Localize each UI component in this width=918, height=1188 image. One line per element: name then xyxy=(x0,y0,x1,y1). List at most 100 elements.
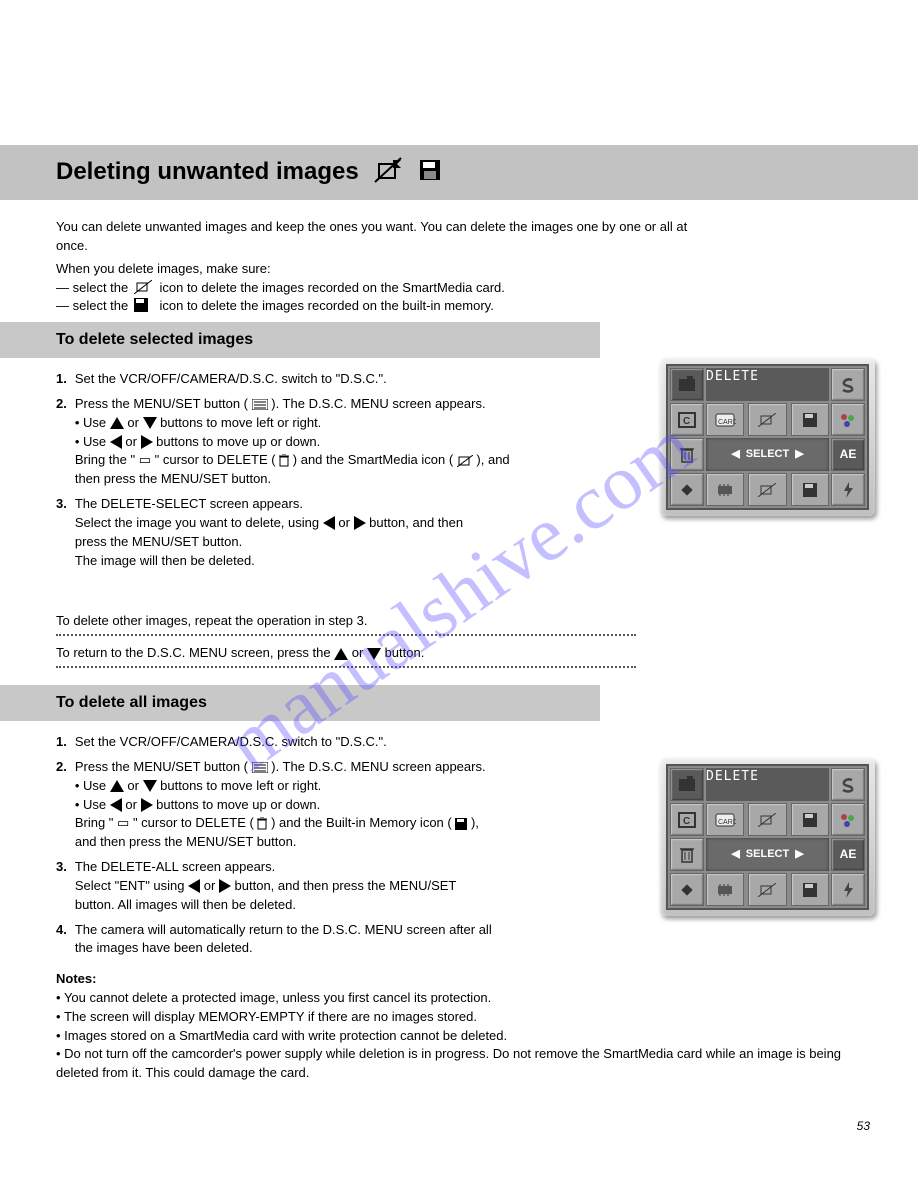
note-1: • You cannot delete a protected image, u… xyxy=(56,989,856,1008)
title-icon-floppy xyxy=(417,157,443,189)
scr-trash-icon xyxy=(670,438,704,471)
scr-floppy-icon-2 xyxy=(791,473,829,506)
scr-trash-icon xyxy=(670,838,704,871)
scr-ae-icon: AE xyxy=(831,438,865,471)
intro-line-2: once. xyxy=(56,237,856,256)
s2-step3-text: The DELETE-ALL screen appears. Select "E… xyxy=(75,858,457,915)
scr-palette-icon xyxy=(831,403,865,436)
scr-title: DELETE xyxy=(706,368,829,401)
s2-step2-num: 2. xyxy=(56,758,67,852)
scr-diamond-icon xyxy=(670,473,704,506)
step1-text: Set the VCR/OFF/CAMERA/D.S.C. switch to … xyxy=(75,370,387,389)
scr-bolt-icon xyxy=(831,473,865,506)
page-number: 53 xyxy=(857,1118,870,1135)
frame-cursor-icon: ▭ xyxy=(117,815,129,830)
s2-step4-text: The camera will automatically return to … xyxy=(75,921,492,959)
menu-icon xyxy=(252,759,268,774)
intro-line-1: You can delete unwanted images and keep … xyxy=(56,218,856,237)
section-1-heading: To delete selected images xyxy=(0,322,600,358)
lcd-screen-1: DELETE C CARD ◀SELECT▶ AE xyxy=(660,358,875,516)
scr-chip-icon xyxy=(706,873,744,906)
scr-palette-icon xyxy=(831,803,865,836)
intro-paragraph: You can delete unwanted images and keep … xyxy=(56,218,856,316)
scr-select-bar-2: ◀SELECT▶ xyxy=(706,838,829,871)
s2-step1-num: 1. xyxy=(56,733,67,752)
note-2: • The screen will display MEMORY-EMPTY i… xyxy=(56,1008,856,1027)
svg-text:C: C xyxy=(683,416,690,427)
scr-select-bar: ◀SELECT▶ xyxy=(706,438,829,471)
frame-cursor-icon: ▭ xyxy=(139,452,151,467)
step3-text: The DELETE-SELECT screen appears. Select… xyxy=(75,495,463,570)
left-arrow-icon xyxy=(188,879,200,893)
scr-floppy-icon-2 xyxy=(791,873,829,906)
left-arrow-icon xyxy=(110,435,122,449)
scr-frame-icon: C xyxy=(670,803,704,836)
scr-floppy-icon xyxy=(791,403,829,436)
intro-line-5: — select the icon to delete the images r… xyxy=(56,297,856,316)
svg-text:C: C xyxy=(683,816,690,827)
down-arrow-icon xyxy=(143,780,157,792)
scr-card-icon: CARD xyxy=(706,803,744,836)
right-arrow-icon xyxy=(141,435,153,449)
section-2-heading-text: To delete all images xyxy=(56,691,207,714)
scr-frame-icon: C xyxy=(670,403,704,436)
s2-step1-text: Set the VCR/OFF/CAMERA/D.S.C. switch to … xyxy=(75,733,387,752)
intro-line-4: — select the icon to delete the images r… xyxy=(56,279,856,298)
step2-num: 2. xyxy=(56,395,67,489)
note-3: • Images stored on a SmartMedia card wit… xyxy=(56,1027,856,1046)
dotted-line-2 xyxy=(56,666,636,668)
right-arrow-icon xyxy=(354,516,366,530)
stack-icon xyxy=(457,452,473,467)
section-2-body: 1. Set the VCR/OFF/CAMERA/D.S.C. switch … xyxy=(56,733,616,958)
left-arrow-icon xyxy=(323,516,335,530)
trash-icon xyxy=(279,452,289,467)
notes-heading: Notes: xyxy=(56,970,856,989)
notes-section: Notes: • You cannot delete a protected i… xyxy=(56,970,856,1083)
up-arrow-icon xyxy=(110,780,124,792)
step1-num: 1. xyxy=(56,370,67,389)
section-1-body: 1. Set the VCR/OFF/CAMERA/D.S.C. switch … xyxy=(56,370,616,570)
title-icon-stack xyxy=(373,156,403,190)
page-title: Deleting unwanted images xyxy=(56,155,359,190)
intro-line-3: When you delete images, make sure: xyxy=(56,260,856,279)
scr-card-icon: CARD xyxy=(706,403,744,436)
scr-title-2: DELETE xyxy=(706,768,829,801)
up-arrow-icon xyxy=(334,648,348,660)
scr-s-icon xyxy=(831,768,865,801)
scr-s-icon xyxy=(831,368,865,401)
svg-text:CARD: CARD xyxy=(718,419,736,426)
scr-camera-icon xyxy=(670,768,704,801)
scr-stack-icon-2 xyxy=(748,873,786,906)
title-bar: Deleting unwanted images xyxy=(0,145,918,200)
scr-diamond-icon xyxy=(670,873,704,906)
note-4: • Do not turn off the camcorder's power … xyxy=(56,1045,856,1083)
s2-step4-num: 4. xyxy=(56,921,67,959)
step3-num: 3. xyxy=(56,495,67,570)
scr-stack-icon xyxy=(748,403,786,436)
menu-icon xyxy=(252,396,268,411)
floppy-icon xyxy=(455,815,467,830)
floppy-icon xyxy=(134,298,148,318)
lcd-screen-2: DELETE C CARD ◀SELECT▶ AE xyxy=(660,758,875,916)
section-1-heading-text: To delete selected images xyxy=(56,328,253,351)
s2-step3-num: 3. xyxy=(56,858,67,915)
section-2-heading: To delete all images xyxy=(0,685,600,721)
right-arrow-icon xyxy=(141,798,153,812)
dotted-line-1 xyxy=(56,634,636,636)
s2-step2-text: Press the MENU/SET button ( ). The D.S.C… xyxy=(75,758,486,852)
down-arrow-icon xyxy=(143,417,157,429)
scr-bolt-icon xyxy=(831,873,865,906)
trash-icon xyxy=(257,815,267,830)
separator-1-text: To delete other images, repeat the opera… xyxy=(56,612,636,631)
separator-2-text: To return to the D.S.C. MENU screen, pre… xyxy=(56,644,636,663)
step2-text: Press the MENU/SET button ( ). The D.S.C… xyxy=(75,395,510,489)
scr-floppy-icon xyxy=(791,803,829,836)
down-arrow-icon xyxy=(367,648,381,660)
scr-ae-icon: AE xyxy=(831,838,865,871)
right-arrow-icon xyxy=(219,879,231,893)
left-arrow-icon xyxy=(110,798,122,812)
svg-text:CARD: CARD xyxy=(718,819,736,826)
scr-stack-icon xyxy=(748,803,786,836)
up-arrow-icon xyxy=(110,417,124,429)
scr-camera-icon xyxy=(670,368,704,401)
